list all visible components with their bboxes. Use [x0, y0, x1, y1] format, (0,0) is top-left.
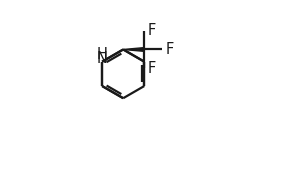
Text: F: F [147, 23, 155, 38]
Polygon shape [123, 48, 144, 51]
Text: F: F [147, 61, 155, 76]
Text: H: H [97, 47, 107, 62]
Text: N: N [97, 51, 107, 66]
Text: F: F [166, 42, 174, 57]
